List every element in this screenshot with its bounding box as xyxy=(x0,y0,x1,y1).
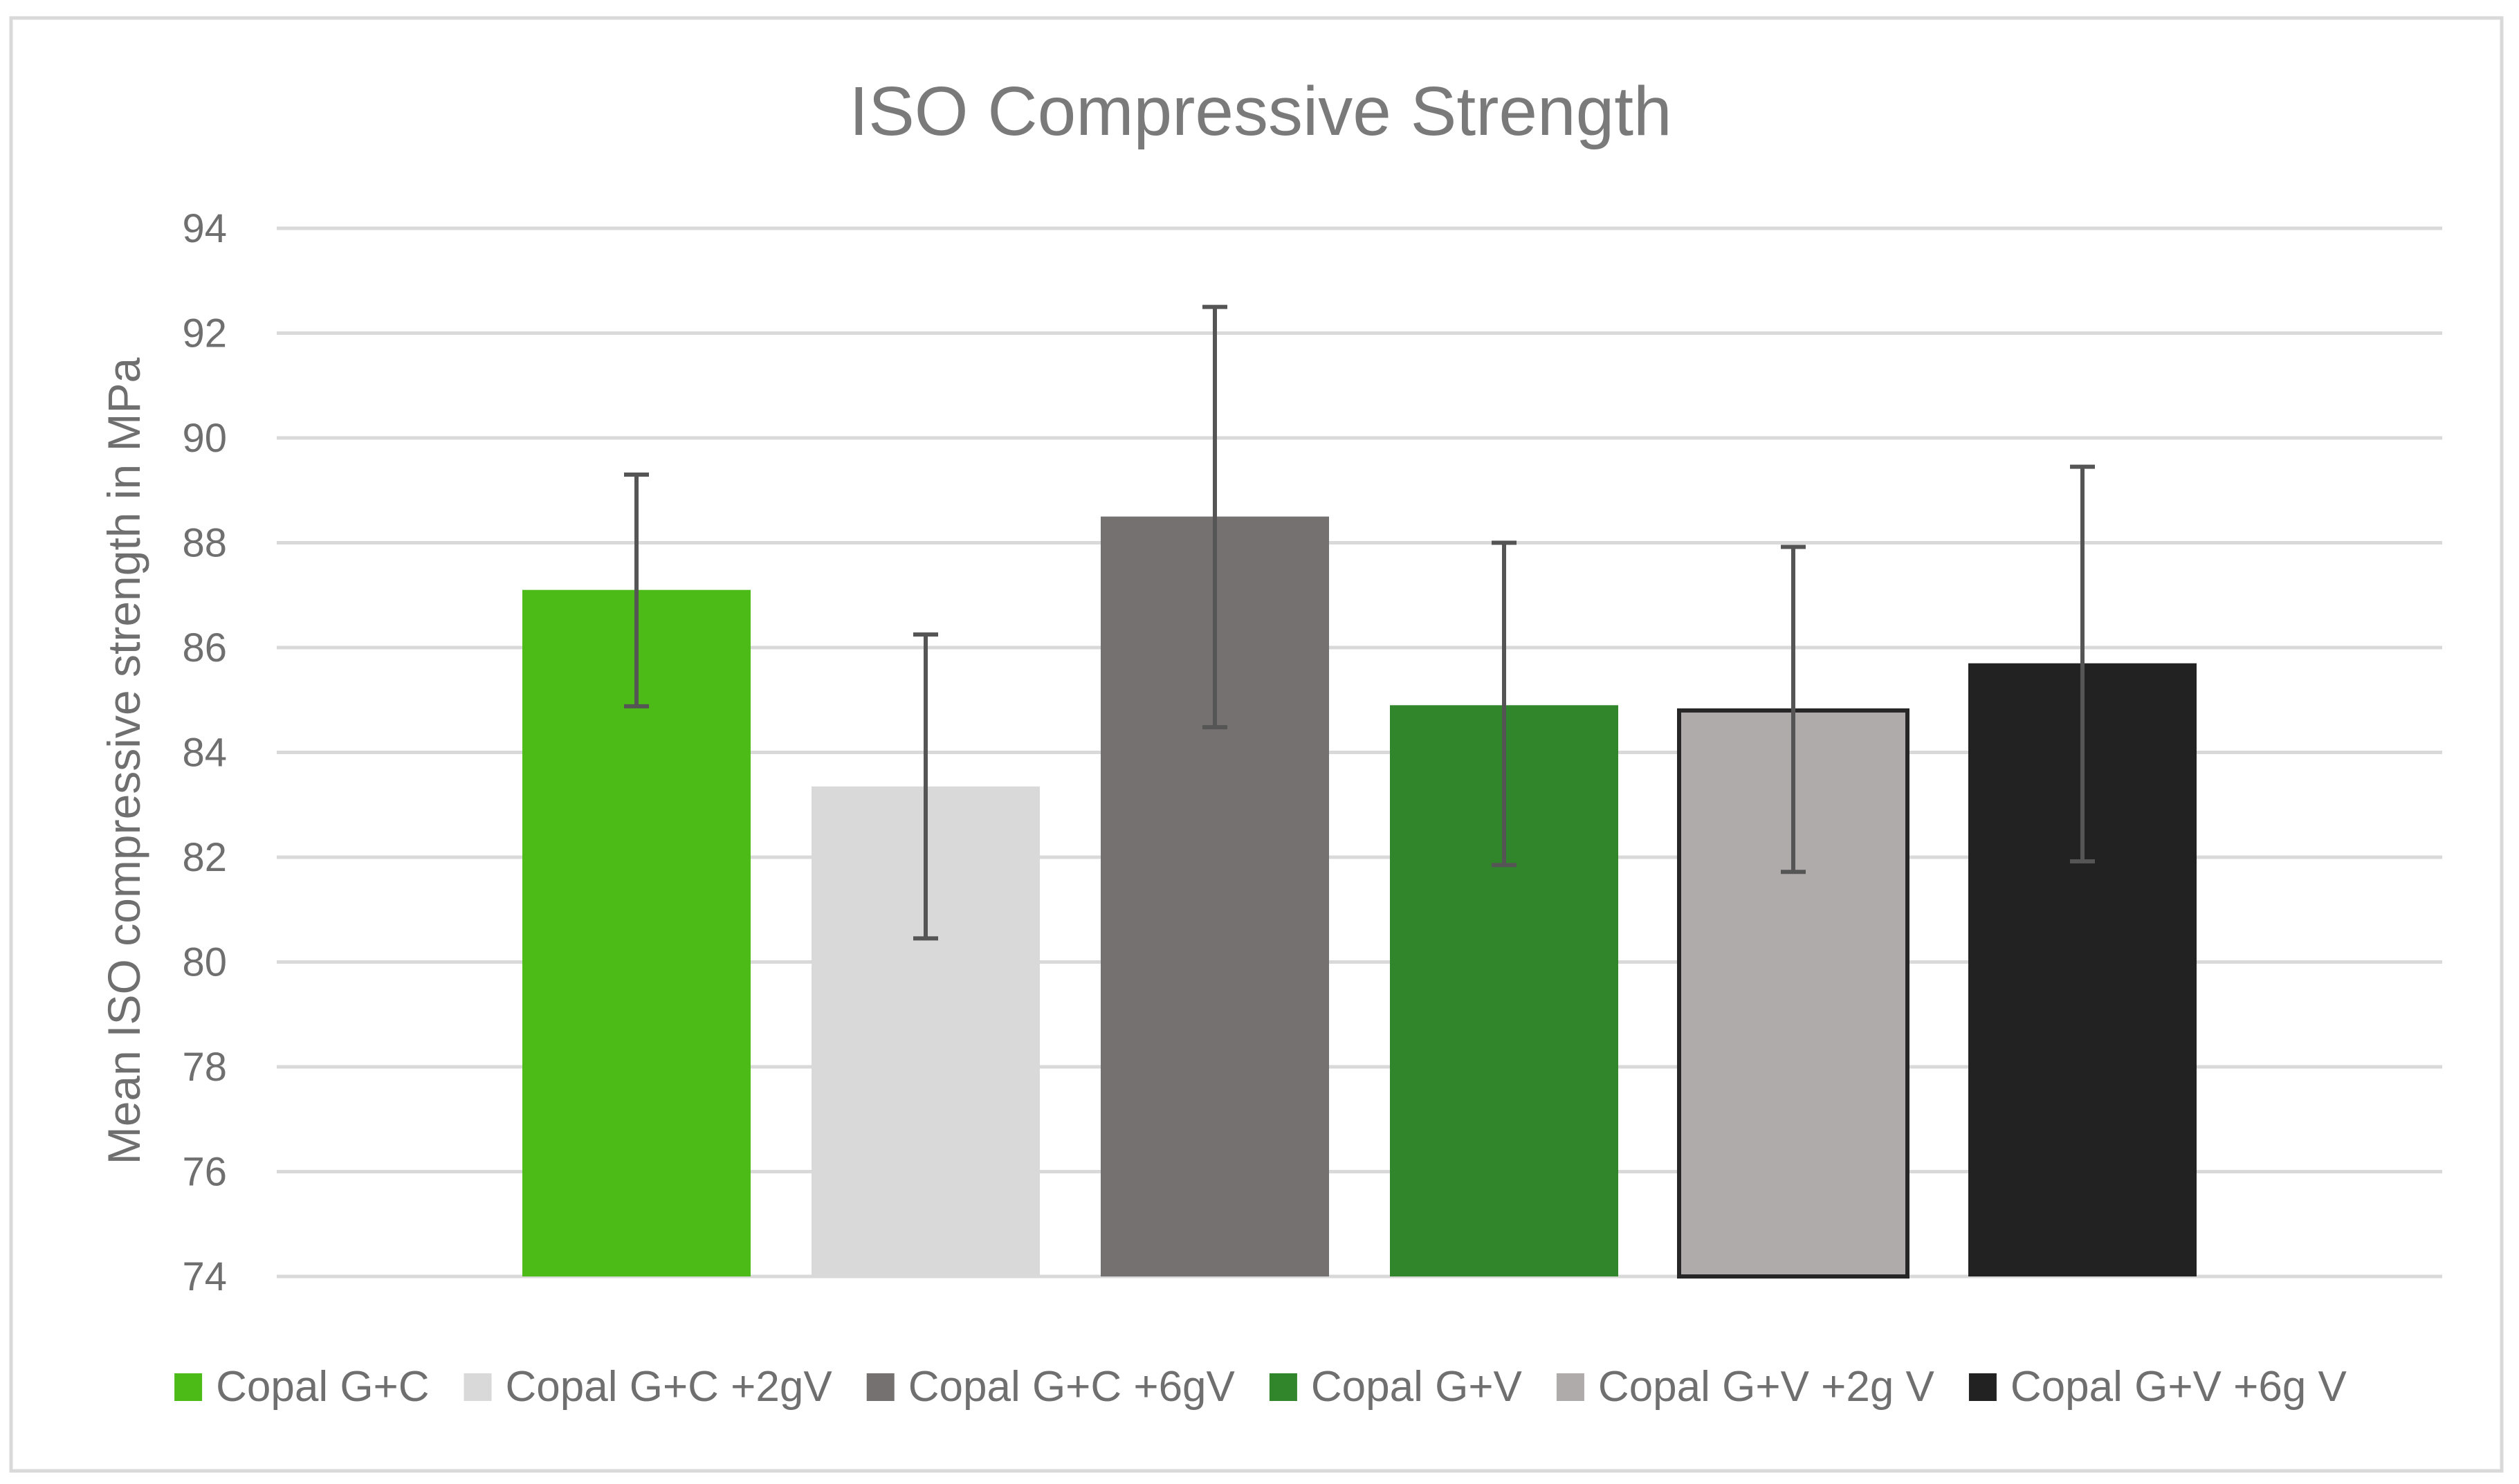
legend-swatch xyxy=(866,1373,895,1401)
error-bar xyxy=(1781,544,1806,874)
legend-swatch xyxy=(1269,1373,1297,1401)
legend-swatch xyxy=(1556,1373,1584,1401)
legend: Copal G+C Copal G+C +2gV Copal G+C +6gV Cop… xyxy=(174,1363,2347,1411)
legend-swatch xyxy=(1968,1373,1997,1401)
legend-swatch xyxy=(464,1373,492,1401)
legend-label: Copal G+C +6gV xyxy=(908,1363,1236,1411)
legend-label: Copal G+C +2gV xyxy=(506,1363,833,1411)
y-tick-label: 80 xyxy=(182,940,227,985)
error-bar xyxy=(2070,464,2095,864)
legend-label: Copal G+C xyxy=(216,1363,429,1411)
error-bar xyxy=(1202,304,1227,730)
y-tick-labels: 74 76 78 80 82 84 86 88 90 92 94 xyxy=(182,206,227,1299)
y-tick-label: 84 xyxy=(182,731,227,776)
y-tick-label: 74 xyxy=(182,1254,227,1299)
y-tick-label: 86 xyxy=(182,625,227,670)
error-bar xyxy=(1492,540,1517,868)
error-bar xyxy=(624,473,649,708)
legend-swatch xyxy=(174,1373,203,1401)
legend-label: Copal G+V xyxy=(1311,1363,1523,1411)
y-tick-label: 94 xyxy=(182,206,227,251)
y-tick-label: 82 xyxy=(182,835,227,880)
y-axis-label: Mean ISO compressive strength in MPa xyxy=(98,357,149,1164)
y-tick-label: 90 xyxy=(182,416,227,461)
y-tick-label: 88 xyxy=(182,521,227,566)
chart-title: ISO Compressive Strength xyxy=(849,73,1671,150)
error-bar xyxy=(913,632,938,941)
legend-label: Copal G+V +6g V xyxy=(2010,1363,2347,1411)
error-bars xyxy=(624,304,2095,941)
y-tick-label: 92 xyxy=(182,311,227,356)
y-tick-label: 76 xyxy=(182,1150,227,1195)
y-tick-label: 78 xyxy=(182,1045,227,1090)
legend-label: Copal G+V +2g V xyxy=(1598,1363,1935,1411)
